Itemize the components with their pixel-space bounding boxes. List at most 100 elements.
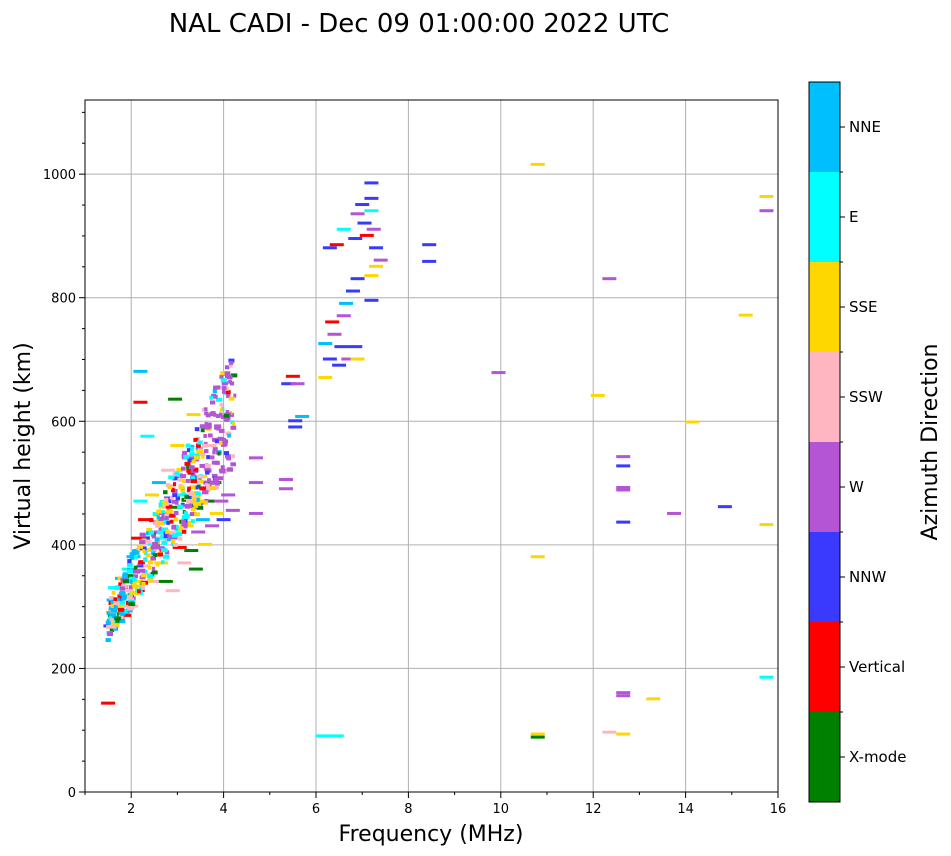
x-tick-label: 12 [585, 802, 602, 817]
colorbar-swatch [809, 622, 840, 712]
echo-point [220, 378, 227, 383]
echo-point [223, 413, 230, 418]
echo-point [140, 585, 145, 590]
echo-point [126, 562, 133, 567]
echo-point [155, 523, 160, 528]
echo-point [202, 444, 217, 447]
colorbar-tick-label: SSE [849, 298, 878, 316]
echo-point [355, 203, 370, 207]
echo-point [168, 397, 183, 401]
echo-point [200, 428, 205, 433]
echo-point [181, 492, 186, 497]
echo-point [188, 465, 195, 470]
echo-point [204, 424, 212, 429]
echo-point [225, 409, 229, 414]
echo-point [131, 536, 146, 540]
colorbar-tick-label: X-mode [849, 748, 906, 766]
echo-point [167, 485, 173, 490]
echo-point [112, 605, 118, 610]
echo-point [203, 500, 208, 505]
echo-point [169, 495, 174, 500]
echo-point [318, 342, 333, 346]
echo-point [214, 499, 229, 503]
echo-point [172, 482, 177, 487]
echo-point [205, 524, 220, 528]
echo-point [170, 484, 175, 489]
echo-point [190, 475, 196, 480]
echo-point [219, 374, 224, 379]
echo-point [345, 289, 360, 293]
echo-point [332, 363, 347, 367]
colorbar-frame [808, 81, 841, 803]
echo-point [199, 479, 204, 484]
echo-point [209, 486, 217, 491]
chart-title: NAL CADI - Dec 09 01:00:00 2022 UTC [169, 9, 669, 39]
echo-point [224, 417, 230, 422]
echo-point [196, 497, 200, 502]
echo-point [373, 258, 388, 262]
echo-point [115, 597, 120, 602]
echo-point [115, 618, 120, 623]
echo-point [173, 476, 180, 481]
echo-point [201, 443, 208, 448]
echo-point [197, 480, 201, 485]
echo-point [168, 505, 183, 509]
echo-point [138, 568, 146, 573]
echo-point [194, 501, 201, 506]
colorbar-tick-label: SSW [849, 388, 883, 406]
echo-point [118, 597, 123, 602]
echo-point [135, 547, 141, 552]
echo-point [219, 469, 226, 474]
echo-point [369, 246, 384, 250]
echo-point [229, 360, 234, 365]
echo-point [180, 519, 186, 524]
echo-point [146, 527, 153, 532]
echo-point [205, 470, 210, 475]
echo-point [357, 221, 372, 225]
echo-point [422, 259, 437, 263]
echo-point [223, 451, 230, 456]
echo-point [122, 579, 130, 584]
echo-point [176, 531, 183, 536]
x-tick-label: 4 [219, 802, 227, 817]
echo-point [187, 470, 194, 475]
echo-point [165, 589, 180, 593]
echo-point [153, 545, 160, 550]
echo-point [157, 552, 164, 557]
echo-point [118, 600, 126, 605]
echo-point [199, 486, 207, 491]
echo-point [364, 298, 379, 302]
echo-point [150, 548, 154, 553]
echo-point [168, 475, 175, 480]
echo-point [221, 381, 228, 386]
echo-point [121, 608, 128, 613]
echo-point [616, 691, 631, 695]
echo-point [318, 376, 333, 380]
echo-point [141, 581, 146, 586]
echo-point [228, 396, 235, 401]
echo-point [616, 486, 631, 490]
echo-point [204, 467, 211, 472]
colorbar-swatch [809, 442, 840, 532]
echo-point [248, 511, 263, 515]
echo-point [278, 477, 293, 481]
echo-point [224, 365, 230, 370]
echo-point [145, 531, 150, 536]
echo-point [359, 233, 374, 237]
echo-point [161, 527, 169, 532]
echo-point [194, 512, 200, 517]
colorbar-swatch [809, 172, 840, 262]
colorbar-swatch [809, 82, 840, 172]
echo-point [146, 539, 152, 544]
echo-point [221, 389, 226, 394]
echo-point [163, 497, 169, 502]
echo-point [113, 586, 120, 591]
echo-point [158, 516, 164, 521]
echo-point [112, 604, 127, 608]
y-tick-label: 600 [51, 415, 76, 430]
echo-point [220, 442, 227, 447]
echo-point [157, 530, 164, 535]
echo-point [135, 591, 140, 596]
echo-point [129, 579, 133, 584]
echo-point [158, 502, 163, 507]
